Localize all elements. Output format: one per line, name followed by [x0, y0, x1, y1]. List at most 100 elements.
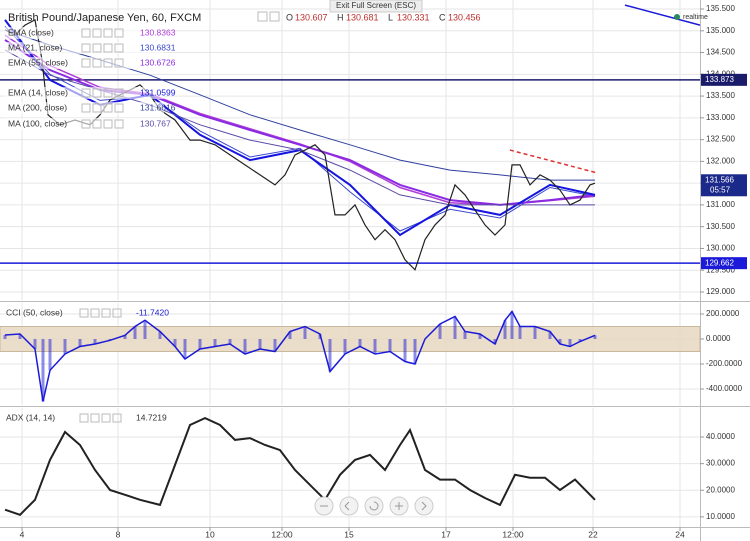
icon[interactable]	[257, 11, 268, 22]
x-tick-label: 4	[20, 529, 25, 539]
legend-icon[interactable]	[114, 119, 124, 129]
legend-value: 130.767	[140, 118, 171, 128]
y-tick-label: 0.0000	[706, 334, 731, 343]
x-tick-label: 15	[344, 529, 354, 539]
legend-icon[interactable]	[92, 88, 102, 98]
legend-icon[interactable]	[81, 43, 91, 53]
legend-value: 130.6831	[140, 42, 176, 52]
x-tick-label: 8	[116, 529, 121, 539]
chart-title: British Pound/Japanese Yen, 60, FXCM	[8, 12, 201, 24]
ohlc-value: 130.607	[295, 12, 328, 22]
y-tick-label: 133.500	[706, 91, 735, 100]
y-tick-label: 10.0000	[706, 512, 735, 521]
legend-icon[interactable]	[114, 88, 124, 98]
y-tick-label: 132.500	[706, 135, 735, 144]
last-price-box	[701, 174, 747, 197]
legend-bg	[4, 42, 164, 54]
x-tick-label: 24	[675, 529, 685, 539]
legend-name: MA (100, close)	[8, 118, 67, 128]
legend-icon[interactable]	[103, 43, 113, 53]
level-label: 133.873	[705, 75, 734, 84]
reset-button[interactable]	[364, 496, 384, 516]
ma-line	[4, 26, 596, 232]
legend-icon[interactable]	[101, 413, 111, 423]
legend-icon[interactable]	[103, 103, 113, 113]
legend-icon[interactable]	[81, 119, 91, 129]
legend-icon[interactable]	[90, 308, 100, 318]
legend-icon[interactable]	[81, 58, 91, 68]
y-tick-label: 30.0000	[706, 459, 735, 468]
ohlc-key: C	[439, 12, 446, 22]
legend-icon[interactable]	[92, 119, 102, 129]
legend-icon[interactable]	[112, 413, 122, 423]
ohlc-value: 130.456	[448, 12, 481, 22]
legend-name: MA (200, close)	[8, 102, 67, 112]
scroll-right-button[interactable]	[414, 496, 434, 516]
legend-name: EMA (55, close)	[8, 57, 68, 67]
status-dot	[674, 14, 680, 20]
countdown: 05:57	[710, 185, 731, 194]
legend-icon[interactable]	[103, 58, 113, 68]
banner[interactable]: Exit Full Screen (ESC)	[336, 1, 416, 10]
y-tick-label: 134.500	[706, 48, 735, 57]
y-tick-label: 133.000	[706, 113, 735, 122]
legend-value: 130.8363	[140, 27, 176, 37]
ohlc-key: O	[286, 12, 293, 22]
y-tick-label: 132.000	[706, 156, 735, 165]
legend-value: 131.0599	[140, 87, 176, 97]
y-tick-label: 131.000	[706, 200, 735, 209]
legend-icon[interactable]	[79, 308, 89, 318]
legend-icon[interactable]	[81, 103, 91, 113]
legend-icon[interactable]	[114, 58, 124, 68]
title-icons	[257, 11, 280, 22]
legend-icon[interactable]	[92, 28, 102, 38]
legend-icon[interactable]	[92, 43, 102, 53]
legend-icon[interactable]	[103, 119, 113, 129]
legend-bg	[4, 102, 164, 114]
legend-icon[interactable]	[103, 88, 113, 98]
legend-icon[interactable]	[92, 58, 102, 68]
legend-bg	[4, 118, 164, 130]
x-tick-label: 12:00	[502, 529, 524, 539]
legend-icon[interactable]	[81, 28, 91, 38]
legend-icon[interactable]	[79, 413, 89, 423]
study-name: ADX (14, 14)	[6, 412, 55, 422]
scroll-left-button[interactable]	[339, 496, 359, 516]
y-tick-label: 129.000	[706, 287, 735, 296]
y-tick-label: 135.000	[706, 26, 735, 35]
ohlc-key: H	[337, 12, 344, 22]
legend-icon[interactable]	[92, 103, 102, 113]
ohlc-key: L	[388, 12, 393, 22]
x-tick-label: 22	[588, 529, 598, 539]
legend-icon[interactable]	[114, 43, 124, 53]
indicator-line	[4, 310, 596, 402]
x-tick-label: 10	[205, 529, 215, 539]
y-tick-label: 129.500	[706, 265, 735, 274]
legend-icon[interactable]	[101, 308, 111, 318]
legend-icon[interactable]	[112, 308, 122, 318]
study-value: -11.7420	[136, 307, 169, 317]
x-tick-label: 17	[441, 529, 451, 539]
status: realtime	[683, 14, 708, 21]
legend-icon[interactable]	[114, 28, 124, 38]
legend-icon[interactable]	[90, 413, 100, 423]
level-label: 129.662	[705, 258, 734, 267]
legend-name: MA (21, close)	[8, 42, 62, 52]
study-name: CCI (50, close)	[6, 307, 63, 317]
nav-icons	[320, 501, 427, 511]
legend-bg	[4, 27, 164, 39]
legend-icon[interactable]	[114, 103, 124, 113]
nav-buttons	[314, 496, 434, 516]
legend-bg	[4, 57, 164, 69]
y-tick-label: -200.0000	[706, 359, 743, 368]
y-tick-label: 130.500	[706, 222, 735, 231]
cci-band	[0, 326, 701, 352]
legend-icon[interactable]	[103, 28, 113, 38]
banner-box[interactable]	[329, 0, 423, 13]
y-tick-label: 40.0000	[706, 432, 735, 441]
study-value: 14.7219	[136, 412, 167, 422]
y-tick-label: 135.500	[706, 4, 735, 13]
legend-icon[interactable]	[81, 88, 91, 98]
icon[interactable]	[269, 11, 280, 22]
